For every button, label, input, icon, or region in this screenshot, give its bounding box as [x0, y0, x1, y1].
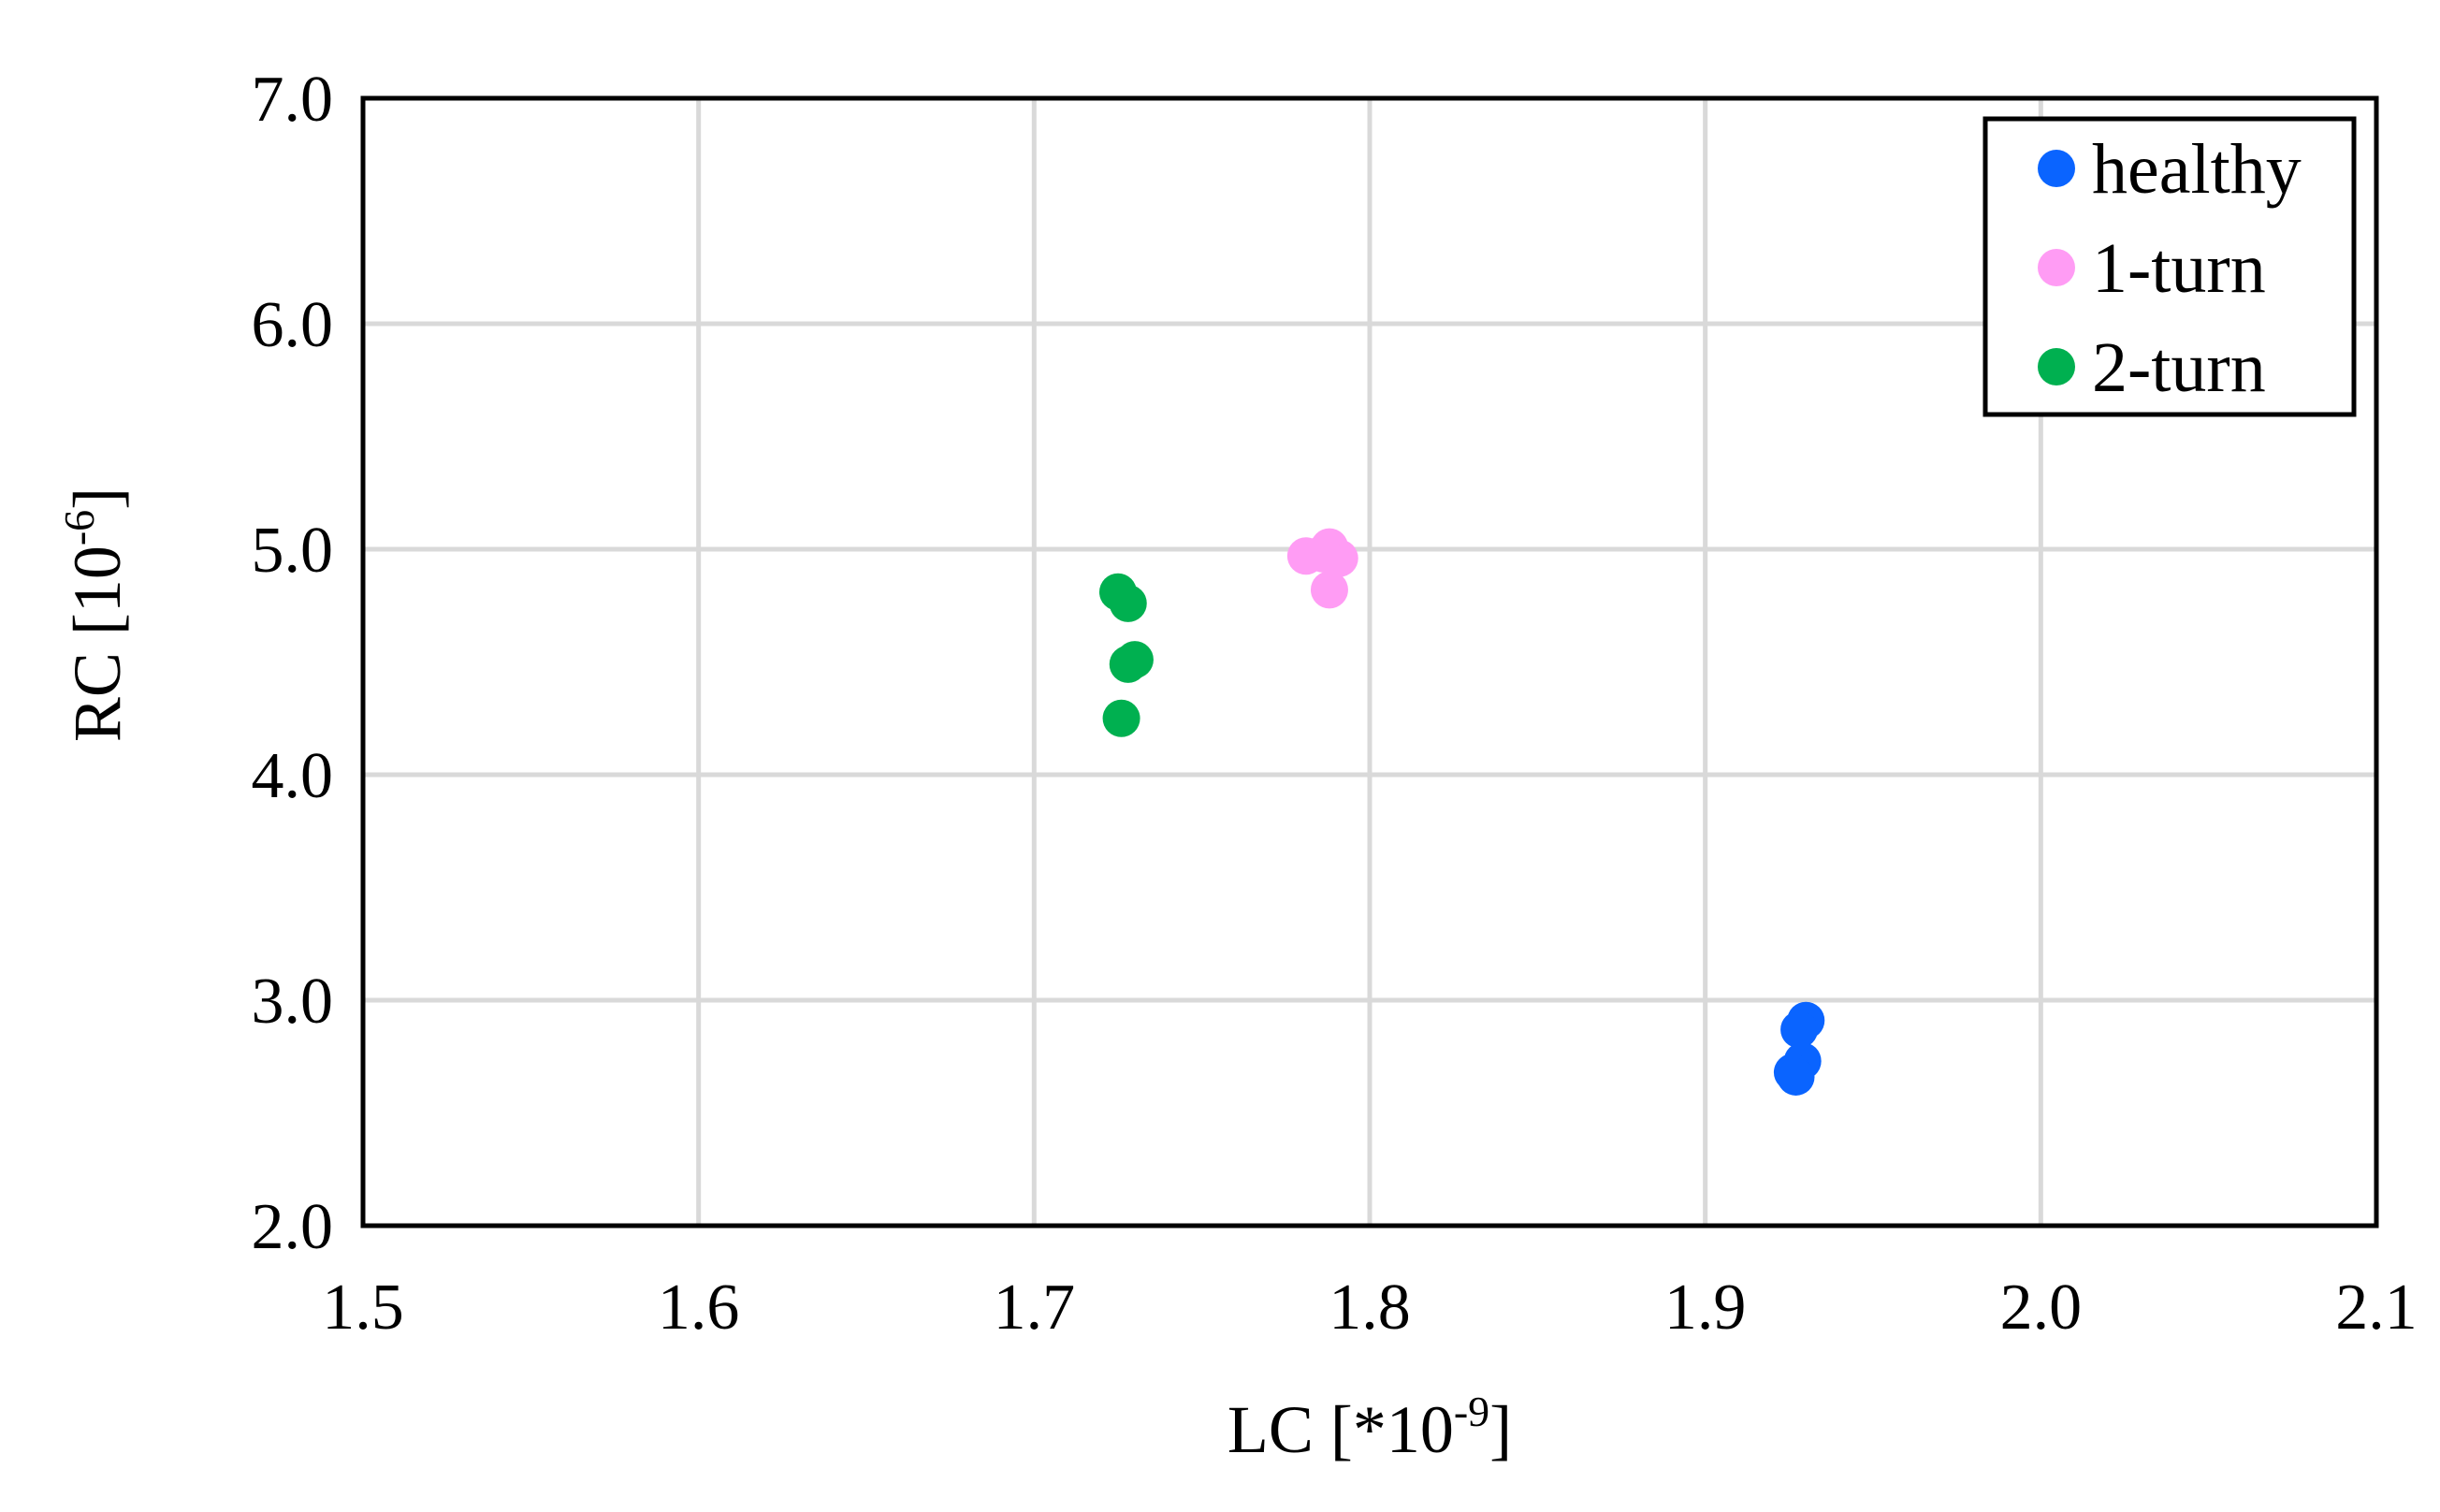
- x-tick-label: 2.1: [2335, 1272, 2418, 1344]
- data-point-1-turn: [1303, 534, 1342, 573]
- data-point-1-turn: [1310, 571, 1348, 609]
- y-tick-label: 3.0: [252, 966, 334, 1038]
- data-point-2-turn: [1109, 645, 1147, 683]
- legend-label-healthy: healthy: [2092, 130, 2302, 209]
- plot-area-frame: [360, 95, 2379, 1228]
- legend-label-1-turn: 1-turn: [2092, 229, 2266, 308]
- y-axis-title: RC [10-6]: [55, 487, 135, 742]
- legend-label-2-turn: 2-turn: [2092, 328, 2266, 407]
- data-point-healthy: [1777, 1057, 1815, 1096]
- data-point-2-turn: [1109, 584, 1147, 622]
- x-tick-label: 2.0: [2000, 1272, 2083, 1344]
- x-tick-label: 1.8: [1329, 1272, 1411, 1344]
- x-axis-title: LC [*10-9]: [1227, 1388, 1512, 1467]
- y-tick-label: 7.0: [252, 64, 334, 136]
- legend-marker-2-turn: [2038, 348, 2075, 385]
- legend: healthy 1-turn 2-turn: [1982, 116, 2357, 417]
- x-tick-labels: 1.5 1.6 1.7 1.8 1.9 2.0 2.1: [322, 1272, 2418, 1344]
- y-tick-label: 2.0: [252, 1191, 334, 1263]
- data-point-2-turn: [1102, 699, 1140, 737]
- y-tick-label: 4.0: [252, 740, 334, 812]
- x-tick-label: 1.7: [994, 1272, 1076, 1344]
- data-point-healthy: [1780, 1010, 1819, 1049]
- x-tick-label: 1.9: [1664, 1272, 1747, 1344]
- data-points: [1099, 528, 1825, 1096]
- legend-marker-healthy: [2038, 150, 2075, 187]
- legend-marker-1-turn: [2038, 249, 2075, 286]
- x-tick-label: 1.6: [658, 1272, 740, 1344]
- y-tick-labels: 2.0 3.0 4.0 5.0 6.0 7.0: [252, 64, 334, 1263]
- y-tick-label: 6.0: [252, 289, 334, 361]
- y-tick-label: 5.0: [252, 515, 334, 587]
- x-tick-label: 1.5: [322, 1272, 404, 1344]
